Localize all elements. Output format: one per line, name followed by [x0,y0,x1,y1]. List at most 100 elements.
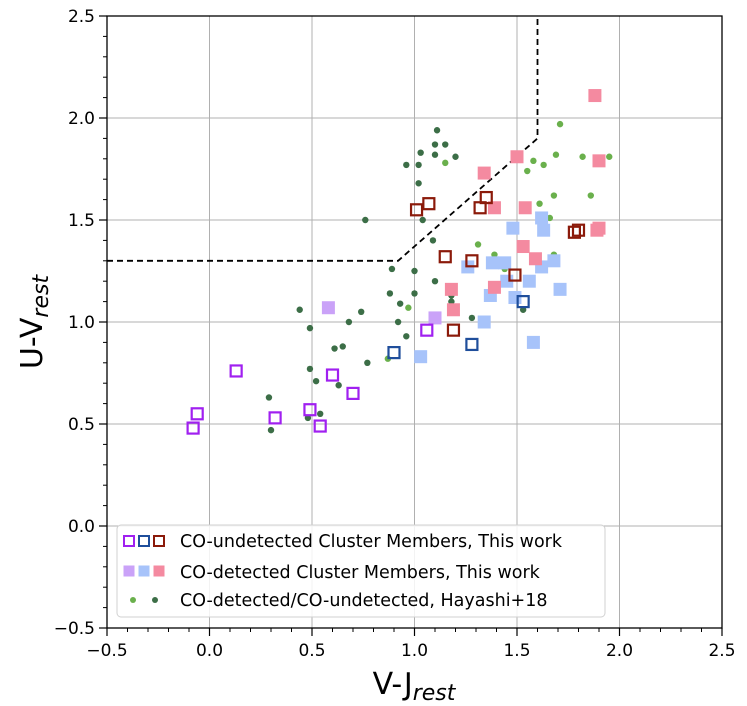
legend-label-co-detected: CO-detected Cluster Members, This work [180,563,541,583]
data-point-filled-square [535,211,549,225]
data-point-open-square [465,337,479,352]
data-point-open-square [325,368,340,382]
x-axis-title: V-Jrest [373,667,457,706]
data-point-open-square [313,419,327,433]
data-point-dot [417,149,424,156]
x-tick-label: 2.5 [708,641,735,661]
data-point-dot [491,251,498,258]
data-point-dot [394,318,402,326]
data-point-open-square [516,295,530,309]
data-point-dot [386,290,394,297]
data-point-filled-square [477,315,491,329]
data-point-dot [429,237,437,244]
data-point-dot [306,365,314,373]
data-point-dot [388,265,396,273]
data-point-open-square [387,346,401,360]
data-point-open-square [190,407,204,421]
data-point-dot [431,278,439,285]
data-point-open-square [303,403,317,417]
legend-marker-open-square [153,535,165,547]
data-point-open-square [446,323,461,337]
data-point-open-square [465,254,479,268]
y-tick-label: −0.5 [54,619,95,639]
y-tick-label: 1.0 [68,313,95,333]
data-point-dot [306,324,314,332]
data-point-filled-square [506,221,520,235]
data-point-dot [468,314,476,322]
data-point-dot [415,161,422,169]
data-point-dot [448,298,455,305]
data-point-dot [265,394,273,401]
data-point-filled-square [477,166,491,180]
x-tick-label: 1.5 [503,641,530,661]
data-point-dot [312,377,320,385]
data-point-filled-square [553,282,567,296]
x-tick-label: 0.5 [298,641,325,661]
data-point-dot [606,153,613,160]
legend-marker-filled-square [153,565,165,577]
data-point-dot [540,161,547,169]
legend-marker-open-square [138,535,150,547]
data-point-dot [442,159,449,167]
y-tick-label: 0.0 [68,517,95,537]
data-point-filled-square [446,303,460,317]
x-tick-labels: −0.5 0.0 0.5 1.0 1.5 2.0 2.5 [86,641,735,661]
data-point-filled-square [592,154,606,168]
data-point-open-square [438,250,452,264]
data-point-filled-square [321,301,335,315]
data-point-filled-square [528,252,542,266]
data-point-dot [296,306,303,313]
data-point-dot [396,300,404,307]
data-point-dot [546,214,553,222]
axes [99,15,723,636]
data-point-filled-square [516,240,530,254]
legend-marker-open-square [123,535,135,547]
data-point-dot [345,318,353,326]
data-point-dot [267,426,275,434]
series-co-detected-light-purple- [321,301,442,325]
data-point-open-square [268,411,282,425]
data-point-filled-square [414,350,428,364]
legend-label-hayashi: CO-detected/CO-undetected, Hayashi+18 [180,591,547,611]
series-co-detected-pink- [444,89,606,317]
y-tick-label: 0.5 [68,415,95,435]
y-axis-title-main: U-V [15,317,50,369]
data-point-filled-square [592,221,606,235]
x-tick-label: −0.5 [86,641,127,661]
data-point-filled-square [444,282,458,296]
data-point-open-square [409,203,424,217]
series-co-undetected-dark-red- [409,190,586,337]
legend-marker-filled-square [138,565,150,577]
data-point-filled-square [526,335,540,349]
legend-marker-filled-square [123,565,135,577]
data-point-dot [362,216,369,224]
data-point-open-square [567,225,582,239]
data-point-dot [431,141,439,148]
data-point-filled-square [508,291,522,305]
data-point-dot [335,382,342,389]
legend-frame [116,524,606,618]
data-point-open-square [473,201,487,215]
data-point-dot [415,180,422,187]
data-point-dot [403,161,410,169]
data-point-dot [411,290,418,297]
legend-markers [123,535,165,603]
series-hayashi-18-co-detected [384,120,613,362]
legend-label-co-undetected: CO-undetected Cluster Members, This work [180,532,563,552]
y-axis-title: U-Vrest [15,274,54,370]
y-axis-title-sub: rest [29,274,54,318]
data-point-open-square [571,223,586,237]
x-axis-title-main: V-J [373,667,413,702]
data-point-dot [442,141,449,148]
data-point-dot [403,333,410,340]
x-axis-title-sub: rest [413,681,457,706]
quiescent-boundary [107,16,539,262]
data-point-filled-square [588,89,602,103]
data-point-open-square [186,421,200,435]
data-point-dot [411,267,418,275]
data-point-dot [364,359,371,366]
data-point-filled-square [522,274,536,288]
data-points [186,89,613,435]
data-point-dot [550,192,558,199]
